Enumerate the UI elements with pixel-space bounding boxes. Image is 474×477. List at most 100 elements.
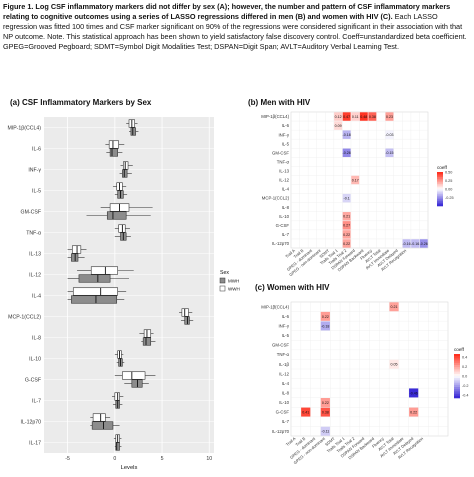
- heatb-row-label: IL-12p70: [272, 241, 290, 246]
- x-tick-label: -5: [65, 456, 70, 462]
- heatb-legend-tick: -0.25: [445, 196, 454, 200]
- women-box: [72, 287, 118, 296]
- heatb-cell-value: 0.27: [343, 224, 350, 228]
- heatb-legend-step: [437, 175, 443, 178]
- heatc-legend-step: [454, 365, 460, 368]
- heatb-cell-value: -0.16: [411, 242, 419, 246]
- men-box: [78, 274, 111, 283]
- marker-label: G-CSF: [25, 378, 41, 384]
- women-box: [72, 245, 82, 254]
- heatb-cell: [342, 239, 351, 248]
- heatc-cell: [409, 388, 419, 398]
- heatc-row-label: IL-6: [282, 314, 290, 319]
- heatc-legend-step: [454, 393, 460, 397]
- heatc-legend-step: [454, 395, 460, 399]
- heatc-legend-step: [454, 369, 460, 372]
- heatb-cell: [351, 112, 360, 121]
- heatb-cell: [359, 112, 368, 121]
- heatc-cell: [389, 359, 399, 369]
- heatc-cell-value: 0.05: [391, 363, 398, 367]
- heatc-cell-value: 0.41: [302, 410, 309, 414]
- heatb-cell: [342, 230, 351, 239]
- heatb-cell-value: 0.23: [386, 115, 393, 119]
- heatc-legend-step: [454, 391, 460, 394]
- heatc-legend-step: [454, 387, 460, 390]
- marker-label: IL-12p70: [21, 420, 42, 426]
- heatb-cell-value: 0.09: [335, 124, 342, 128]
- heatc-row-label: G-CSF: [276, 410, 290, 415]
- x-tick-label: 5: [161, 456, 164, 462]
- heatb-row-label: G-CSF: [276, 223, 290, 228]
- men-box: [122, 169, 128, 178]
- legend-swatch-men: [219, 277, 226, 284]
- women-box: [108, 140, 119, 149]
- marker-label: IL-13: [29, 252, 41, 258]
- heatc-row-label: IL-10: [279, 400, 289, 405]
- heatb-row-label: IL-10: [279, 214, 289, 219]
- heatc-legend-step: [454, 373, 460, 377]
- heatb-row-label: MIP-1β(CCL4): [261, 114, 289, 119]
- heatb-legend-step: [437, 180, 443, 183]
- heatc-cell: [320, 398, 330, 407]
- heatb-legend-step: [437, 183, 443, 186]
- heatb-row-label: IL-4: [282, 187, 290, 192]
- heatb-row-label: IL-13: [279, 169, 289, 174]
- heatb-row-label: IL-7: [282, 232, 290, 237]
- marker-label: INF-γ: [28, 168, 41, 174]
- men-box: [109, 148, 118, 157]
- heatc-cell: [409, 407, 419, 417]
- heatc-row-label: IL-1β: [279, 362, 289, 367]
- heatb-row-label: IL-6: [282, 123, 290, 128]
- heatb-legend-step: [437, 178, 443, 181]
- heatb-cell: [342, 112, 351, 121]
- heatc-legend-tick: 0.2: [462, 365, 467, 369]
- heatc-row-label: GM-CSF: [272, 343, 289, 348]
- marker-label: MIP-1β(CCL4): [7, 126, 41, 132]
- heatc-legend-step: [454, 362, 460, 366]
- heatb-cell: [368, 112, 377, 121]
- heatb-cell-value: -0.03: [385, 133, 393, 137]
- men-box: [71, 253, 79, 262]
- heatb-cell-value: 0.11: [352, 115, 359, 119]
- marker-label: MCP-1(CCL2): [8, 315, 41, 321]
- heatc-cell-value: 0.22: [410, 410, 417, 414]
- plot-background: [44, 117, 214, 453]
- heatc-legend-step: [454, 384, 460, 388]
- heatc-legend-tick: 0.0: [462, 375, 467, 379]
- heatc-legend-step: [454, 360, 460, 364]
- heatb-legend-step: [437, 202, 443, 205]
- heatb-cell-value: 0.22: [343, 242, 350, 246]
- heatb-cell: [402, 239, 411, 248]
- caption-bold: Figure 1. Log CSF inflammatory markers d…: [3, 2, 451, 21]
- marker-label: IL-8: [32, 336, 41, 342]
- heatb-cell-value: 0.48: [360, 115, 367, 119]
- heatc-row-label: IL-5: [282, 333, 290, 338]
- heatb-cell-value: -0.1: [344, 197, 350, 201]
- heatb-cell-value: 0.38: [369, 115, 376, 119]
- heatc-cell: [389, 302, 399, 312]
- heatb-row-label: INF-γ: [278, 132, 289, 137]
- heatb-cell: [351, 175, 360, 185]
- heatb-cell: [342, 212, 351, 221]
- heatc-col-label: Trail A: [285, 436, 297, 447]
- heatb-cell: [342, 193, 351, 203]
- heatb-cell-value: -0.26: [420, 242, 428, 246]
- heatb-col-label: SDMT: [318, 248, 330, 259]
- heatc-legend-step: [454, 382, 460, 386]
- women-box: [114, 392, 120, 401]
- heatc-row-label: IL-8: [282, 391, 290, 396]
- figure-caption: Figure 1. Log CSF inflammatory markers d…: [3, 2, 471, 52]
- heatc-legend-step: [454, 376, 460, 379]
- marker-label: GM-CSF: [21, 210, 41, 216]
- marker-label: IL-10: [29, 357, 41, 363]
- heatb-legend-step: [437, 173, 443, 176]
- men-box: [91, 421, 114, 430]
- heatc-row-label: MIP-1β(CCL4): [261, 304, 289, 309]
- heatc-cell-value: -0.11: [321, 430, 329, 434]
- heatb-col-label: Trail B: [293, 248, 305, 259]
- men-box: [130, 127, 136, 136]
- heatb-cell: [334, 121, 343, 130]
- heatb-cell-value: 0.21: [343, 215, 350, 219]
- men-box: [115, 442, 120, 451]
